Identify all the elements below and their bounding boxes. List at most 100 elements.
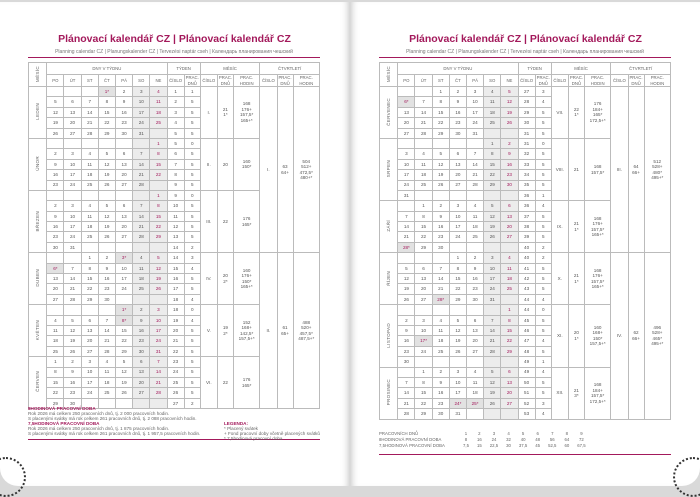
week-number: 18: [166, 293, 185, 306]
day-cell: 21: [132, 221, 151, 233]
day-cell: 21: [397, 397, 416, 410]
header-row: PO ÚT ST ČT PÁ SO NE ČÍSLO PRAC. DNŮ ČÍSLO PRAC. DNŮ…: [29, 74, 321, 87]
week-number: 48: [517, 345, 536, 358]
month-work-hours: 168 176+ 157,5* 165+*: [583, 252, 612, 306]
week-row: KVĚTEN 1* 2 3 18 0 V. 19 2* 152 168+ 142,5* 157,5+*: [27, 304, 320, 358]
empty-cell: [97, 304, 117, 316]
day-cell: 5: [97, 148, 117, 160]
week-number: 49: [517, 356, 536, 368]
week-row: 19 20 21 22 23 24 25 43 5: [380, 283, 671, 295]
empty-cell: [80, 189, 99, 202]
week-work-days: 5: [534, 179, 552, 191]
conversion-value: 45: [535, 442, 541, 448]
day-cell: 24: [397, 179, 416, 191]
day-cell: 13: [80, 324, 99, 337]
day-cell: 9: [46, 210, 65, 223]
column-header: ČÍSLO: [259, 74, 278, 87]
week-row: 29 30 27 2: [29, 397, 320, 410]
day-cell: 12: [483, 210, 502, 223]
week-work-days: 4: [534, 200, 552, 212]
week-work-days: 5: [183, 335, 201, 347]
day-cell: 9: [46, 158, 65, 171]
week-work-days: 5: [534, 117, 552, 129]
day-cell: 28: [63, 293, 82, 306]
day-cell: 11: [149, 96, 168, 108]
day-cell: 29: [483, 179, 502, 191]
day-cell: 5: [97, 200, 117, 212]
week-row: 12 13 14 15 16 17 18 3 5: [29, 106, 320, 119]
week-number: 31: [517, 127, 536, 139]
day-cell: 13: [448, 158, 468, 171]
week-row: 2 3 4 5 6 7 8 10 5: [29, 200, 320, 212]
day-cell: 31: [149, 345, 168, 358]
week-row: DUBEN 1 2 3* 4 5 14 3 IV. 20 2* 160 176+ 150* 165+* II.…: [27, 252, 321, 410]
day-cell: 5: [149, 252, 168, 264]
empty-cell: [80, 304, 99, 316]
week-work-days: 5: [183, 106, 201, 119]
day-cell: 8: [500, 314, 519, 327]
conversion-value: 67,5: [577, 442, 586, 448]
day-cell: 13: [114, 158, 134, 171]
week-work-days: 5: [534, 158, 552, 171]
day-cell: 12: [448, 324, 468, 337]
day-cell: 14: [97, 324, 117, 337]
day-cell: 23: [46, 179, 65, 191]
day-cell: 13: [63, 106, 82, 119]
weekday-pá: PÁ: [114, 74, 134, 87]
day-cell: 8: [80, 262, 99, 275]
month-name: ČERVEN: [34, 371, 40, 393]
day-cell: 29: [414, 408, 433, 420]
header-row: MĚSÍC DNY V TÝDNU TÝDEN MĚSÍC ČTVRTLETÍ: [27, 62, 320, 87]
day-cell: 4: [97, 356, 117, 368]
h75-line: Rok 2026 má celkem 250 pracovních dnů, t…: [28, 426, 170, 431]
week-work-days: 5: [183, 221, 201, 233]
header-row: MĚSÍC DNY V TÝDNU TÝDEN MĚSÍC ČTVRTLETÍ: [378, 62, 671, 87]
left-page: Plánovací kalendář CZ | Plánovací kalend…: [0, 2, 349, 497]
empty-cell: [46, 252, 65, 264]
column-header: PRAC. DNŮ: [216, 74, 234, 87]
day-cell: 20: [500, 387, 519, 399]
month-name: LISTOPAD: [385, 322, 391, 348]
day-cell: 1: [80, 252, 99, 264]
day-cell: 1: [414, 200, 433, 212]
day-cell: 11: [465, 376, 485, 389]
day-cell: 5: [63, 314, 82, 327]
day-cell: 4: [431, 314, 450, 327]
day-cell: 24: [465, 117, 485, 129]
h8-heading: 8HODINOVÁ PRACOVNÍ DOBA: [28, 406, 96, 411]
day-cell: 21: [431, 283, 450, 295]
day-cell: 30: [448, 127, 468, 139]
week-work-days: 5: [183, 376, 201, 389]
month-name-cell: ZÁŘÍ: [378, 200, 399, 254]
day-cell: 23: [46, 231, 65, 243]
day-cell: 20: [500, 221, 519, 233]
day-cell: 2: [448, 85, 468, 98]
day-cell: 22: [149, 169, 168, 181]
day-cell: 2: [500, 137, 519, 150]
header-month-group: MĚSÍC: [550, 62, 612, 75]
day-cell: 4: [46, 314, 65, 327]
day-cell: 14: [132, 158, 151, 171]
day-cell: 5: [397, 262, 416, 275]
day-cell: 31: [397, 189, 416, 202]
day-cell: 16: [63, 376, 82, 389]
week-number: 34: [517, 169, 536, 181]
day-cell: 30: [431, 241, 450, 254]
month-work-days: 20 2*: [216, 252, 234, 306]
day-cell: 8: [97, 96, 117, 108]
month-name-cell: KVĚTEN: [27, 304, 48, 358]
day-cell: 11: [80, 210, 99, 223]
column-header: ČÍSLO: [199, 74, 218, 87]
day-cell: 7: [397, 210, 416, 223]
day-cell: 7: [431, 262, 450, 275]
day-cell: 3: [397, 148, 416, 160]
empty-cell: [431, 137, 450, 150]
quarter-work-hours: 488 520+ 457,5* 487,5+*: [292, 252, 321, 410]
column-header: PRAC. DNŮ: [627, 74, 645, 87]
week-work-days: 2: [183, 397, 201, 410]
day-cell: 2: [465, 252, 485, 264]
empty-cell: [483, 127, 502, 139]
day-cell: 16: [431, 221, 450, 233]
week-work-days: 5: [534, 376, 552, 389]
day-cell: 6: [500, 200, 519, 212]
